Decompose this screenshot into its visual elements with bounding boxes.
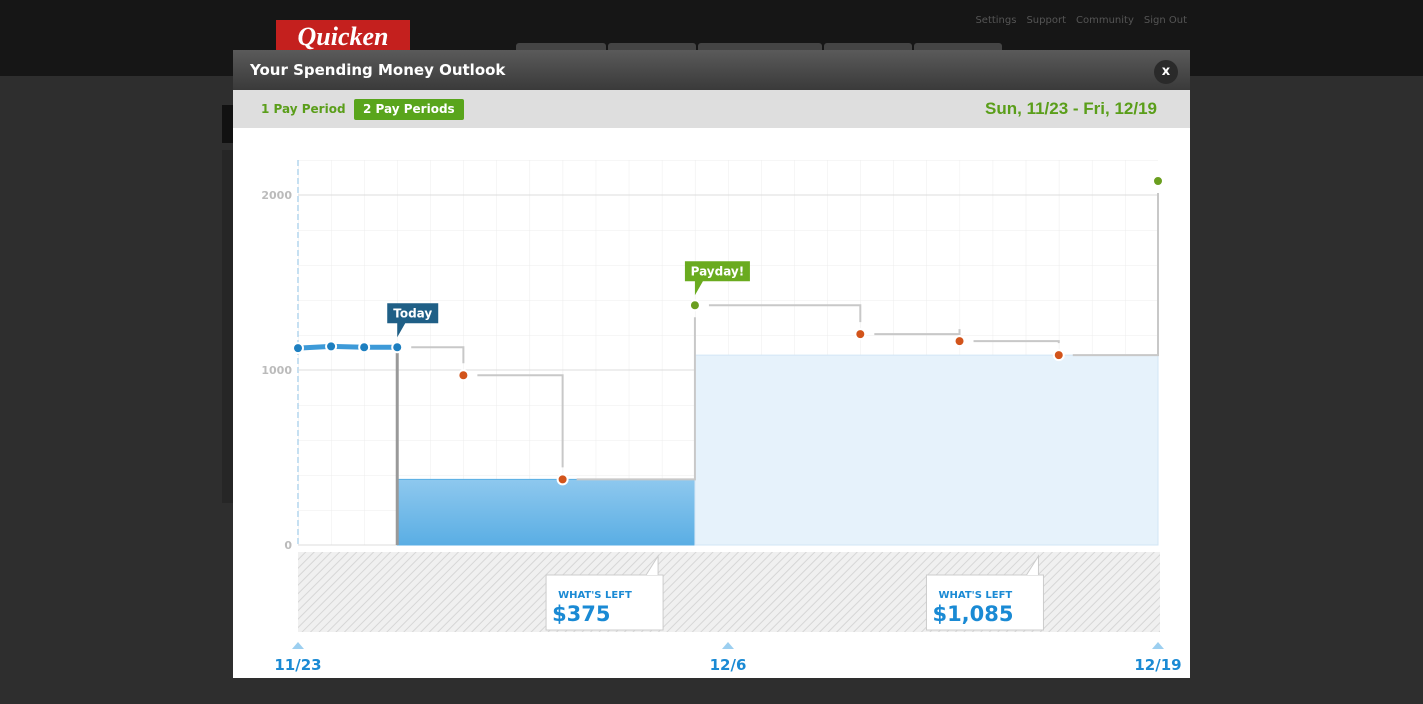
step-connector xyxy=(576,317,696,481)
period-option[interactable]: 2 Pay Periods xyxy=(354,99,464,120)
header-link[interactable]: Settings xyxy=(975,15,1017,26)
annotation-bubble xyxy=(387,303,439,338)
header-links: Settings Support Community Sign Out xyxy=(965,15,1187,26)
step-connector xyxy=(411,346,465,364)
step-connector xyxy=(477,374,564,468)
annotation-label: Payday! xyxy=(691,264,745,278)
x-tick-mark xyxy=(722,642,734,649)
background-panel xyxy=(222,150,234,503)
header-link[interactable]: Sign Out xyxy=(1143,15,1187,26)
tab[interactable] xyxy=(516,43,606,53)
step-connector xyxy=(973,340,1060,344)
balance-line xyxy=(297,343,398,351)
toolbar: 1 Pay Period 2 Pay Periods Sun, 11/23 - … xyxy=(233,90,1190,128)
whats-left-area xyxy=(694,354,1159,546)
x-tick-label: 11/23 xyxy=(274,656,321,674)
callout-pointer xyxy=(1026,554,1039,576)
annotation-bubble xyxy=(684,261,750,296)
callout-title: WHAT'S LEFT xyxy=(938,590,1012,601)
step-connector xyxy=(708,304,862,323)
balance-point xyxy=(688,299,701,312)
callout-pointer xyxy=(645,554,659,576)
period-option[interactable]: 1 Pay Period xyxy=(261,102,346,116)
y-tick-label: 1000 xyxy=(261,364,292,377)
tab[interactable] xyxy=(698,43,822,53)
step-connector xyxy=(874,329,961,336)
date-range: Sun, 11/23 - Fri, 12/19 xyxy=(985,99,1157,118)
x-tick-mark xyxy=(292,642,304,649)
whats-left-callout: WHAT'S LEFT$1,085 xyxy=(925,554,1044,631)
header-link[interactable]: Community xyxy=(1075,15,1134,26)
balance-point xyxy=(854,328,867,341)
x-tick-label: 12/6 xyxy=(710,656,747,674)
header-link[interactable]: Support xyxy=(1026,15,1066,26)
logo[interactable]: Quicken xyxy=(276,20,410,52)
step-connector xyxy=(1072,193,1159,357)
y-tick-label: 2000 xyxy=(261,189,292,202)
tab[interactable] xyxy=(824,43,912,53)
x-tick-label: 12/19 xyxy=(1134,656,1181,674)
x-tick-mark xyxy=(1152,642,1164,649)
balance-point xyxy=(953,335,966,348)
callout-box xyxy=(545,574,664,631)
whats-left-callout: WHAT'S LEFT$375 xyxy=(545,554,664,631)
callout-value: $375 xyxy=(552,602,610,626)
balance-point xyxy=(1152,175,1164,187)
callout-value: $1,085 xyxy=(932,602,1013,626)
balance-point xyxy=(1052,349,1065,362)
whats-left-area xyxy=(396,478,696,546)
balance-point xyxy=(391,341,404,354)
modal-titlebar: Your Spending Money Outlook x xyxy=(233,50,1190,90)
tab[interactable] xyxy=(608,43,696,53)
modal-title: Your Spending Money Outlook xyxy=(250,61,506,79)
callout-title: WHAT'S LEFT xyxy=(558,590,632,601)
close-button[interactable]: x xyxy=(1154,60,1178,84)
y-tick-label: 0 xyxy=(284,539,292,552)
annotation-label: Today xyxy=(393,306,432,320)
balance-point xyxy=(292,342,304,355)
balance-point xyxy=(556,473,569,486)
balance-point xyxy=(457,369,470,382)
balance-point xyxy=(358,341,371,354)
balance-point xyxy=(325,340,338,353)
background-panel xyxy=(222,105,234,143)
callout-box xyxy=(925,574,1044,631)
tab[interactable] xyxy=(914,43,1002,53)
